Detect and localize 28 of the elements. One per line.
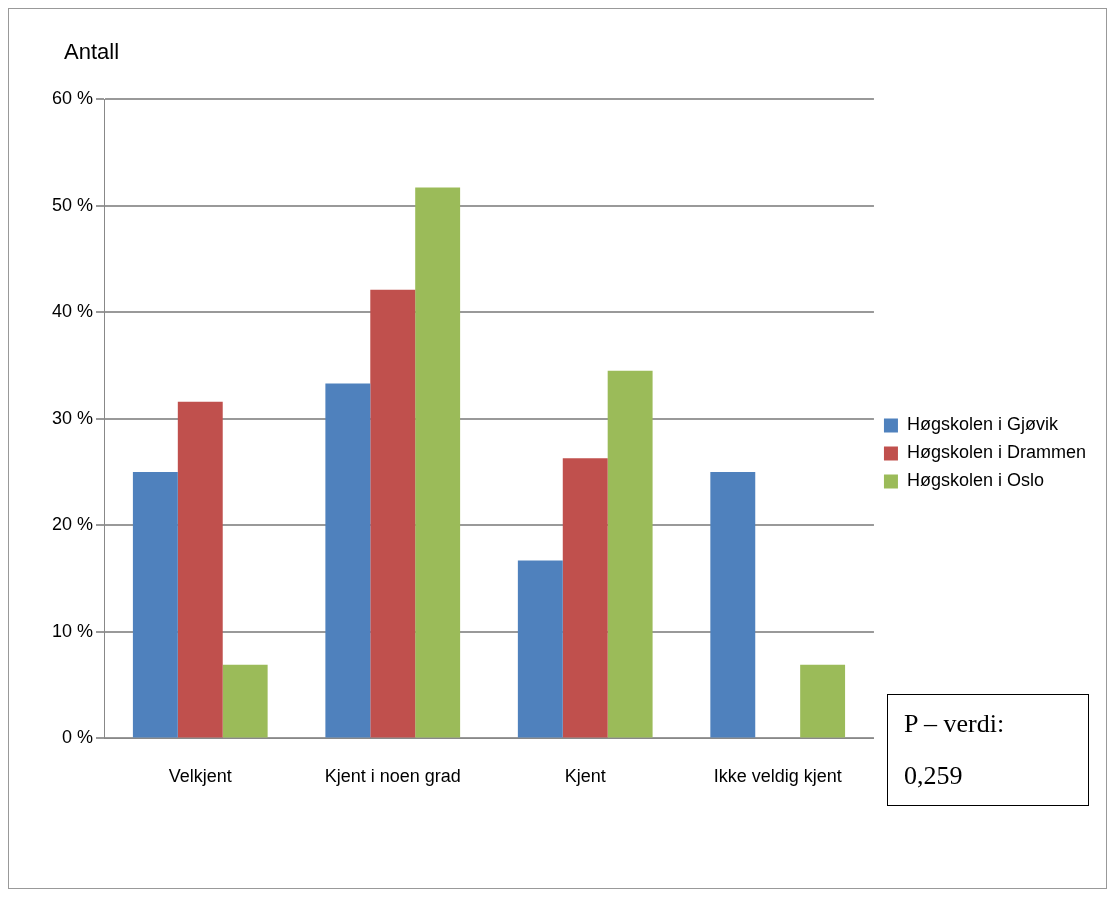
- bar: [800, 664, 846, 738]
- legend-label: Høgskolen i Gjøvik: [906, 414, 1059, 435]
- y-tick-label: 30 %: [52, 407, 94, 428]
- legend-label: Høgskolen i Oslo: [906, 470, 1045, 491]
- y-axis-title: Antall: [64, 39, 120, 65]
- y-tick-label: 40 %: [52, 301, 94, 322]
- bar: [325, 383, 371, 738]
- y-tick-label: 50 %: [52, 194, 94, 215]
- bar: [517, 560, 563, 738]
- bar: [177, 401, 223, 738]
- legend-label: Høgskolen i Drammen: [906, 442, 1087, 463]
- bar: [710, 471, 756, 738]
- x-tick-label: Kjent: [564, 766, 606, 787]
- bar: [132, 471, 178, 738]
- bar: [222, 664, 268, 738]
- x-tick-label: Ikke veldig kjent: [713, 766, 842, 787]
- bar: [562, 458, 608, 738]
- y-tick-label: 0 %: [62, 727, 94, 748]
- bar: [415, 187, 461, 738]
- bar: [370, 289, 416, 738]
- bar: [607, 370, 653, 738]
- text: 0,259: [904, 761, 964, 791]
- text: P – verdi:: [904, 709, 1006, 739]
- x-tick-label: Velkjent: [168, 766, 232, 787]
- y-tick-label: 60 %: [52, 87, 94, 108]
- x-tick-label: Kjent i noen grad: [324, 766, 461, 787]
- y-tick-label: 10 %: [52, 620, 94, 641]
- y-tick-label: 20 %: [52, 514, 94, 535]
